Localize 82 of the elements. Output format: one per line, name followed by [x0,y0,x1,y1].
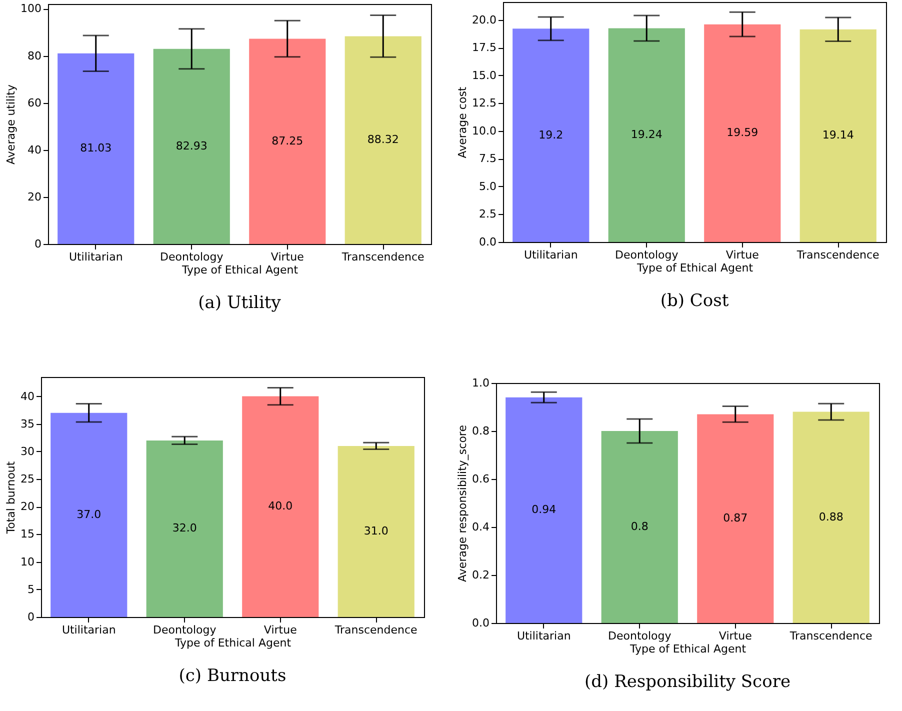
x-axis-title: Type of Ethical Agent [180,264,299,276]
data-label: 88.32 [367,133,399,146]
y-tick-label: 0 [34,238,42,250]
x-tick-label: Deontology [608,630,672,642]
bar [344,36,422,244]
data-label: 19.24 [630,128,662,142]
y-tick-label: 100 [20,2,42,16]
x-tick-label: Utilitarian [524,248,578,262]
y-axis-title: Total burnout [4,460,18,535]
x-tick-label: Deontology [160,250,224,264]
data-label: 40.0 [268,500,293,513]
x-tick-label: Utilitarian [516,630,571,642]
x-tick-label: Transcendence [334,624,418,636]
data-label: 19.2 [538,128,564,142]
y-tick-label: 0.8 [472,424,490,438]
y-axis-title: Average responsibility_score [456,424,470,582]
data-label: 19.59 [726,126,758,140]
x-tick-label: Virtue [718,630,752,642]
y-tick-label: 20.0 [472,13,496,26]
y-tick-label: 40 [28,143,42,156]
data-label: 31.0 [364,524,388,538]
y-tick-label: 20 [20,500,34,514]
y-tick-label: 0.4 [472,520,490,534]
y-tick-label: 80 [28,49,42,62]
bar [338,446,414,617]
x-tick-label: Deontology [152,624,217,636]
y-tick-label: 2.5 [479,208,496,221]
y-tick-label: 7.5 [479,152,496,166]
text: (a) Utility [198,293,282,313]
x-tick-label: Utilitarian [68,250,123,264]
x-tick-label: Virtue [264,624,298,636]
y-tick-label: 0.2 [472,568,490,582]
y-tick-label: 30 [20,444,34,458]
y-axis-title: Average utility [4,84,18,164]
y-tick-label: 15.0 [472,68,496,82]
data-label: 0.94 [532,503,556,516]
data-label: 0.8 [630,520,648,533]
y-tick-label: 5.0 [479,180,496,193]
y-tick-label: 25 [20,472,34,486]
bar [50,412,128,617]
data-label: 81.03 [80,142,112,155]
y-tick-label: 5 [28,582,34,596]
text: (d) Responsibility Score [584,672,790,692]
data-label: 32.0 [172,522,197,535]
data-label: 0.87 [723,512,748,525]
bar [146,440,223,617]
x-tick-label: Utilitarian [62,624,116,636]
data-label: 19.14 [822,128,854,142]
y-tick-label: 10 [20,555,34,568]
bar [58,53,134,244]
y-tick-label: 12.5 [472,96,496,110]
x-tick-label: Virtue [270,250,304,264]
y-tick-label: 15 [20,528,34,541]
y-tick-label: 1.0 [472,376,490,390]
y-tick-label: 0 [28,610,34,624]
data-label: 0.88 [818,510,844,524]
x-tick-label: Transcendence [788,630,873,642]
y-tick-label: 20 [28,190,42,204]
data-label: 37.0 [76,508,102,521]
x-tick-label: Virtue [726,248,760,262]
data-label: 87.25 [272,134,304,148]
x-tick-label: Deontology [614,248,679,262]
y-tick-label: 40 [20,390,34,403]
y-tick-label: 35 [20,417,34,430]
bar [153,48,230,244]
text: (b) Cost [660,291,729,311]
x-axis-title: Type of Ethical Agent [174,636,292,650]
y-tick-label: 10.0 [472,124,496,138]
y-tick-label: 0.6 [472,472,490,486]
y-axis-title: Average cost [456,86,470,158]
bar [249,38,326,244]
x-axis-title: Type of Ethical Agent [628,642,747,656]
x-tick-label: Transcendence [340,250,425,264]
bar [242,396,319,617]
text: (c) Burnouts [178,666,286,686]
data-label: 82.93 [176,139,208,152]
y-tick-label: 60 [28,96,42,110]
x-tick-label: Transcendence [796,248,880,262]
y-tick-label: 17.5 [472,41,496,54]
y-tick-label: 0.0 [472,616,490,630]
y-tick-label: 0.0 [479,236,496,248]
x-axis-title: Type of Ethical Agent [636,262,754,274]
